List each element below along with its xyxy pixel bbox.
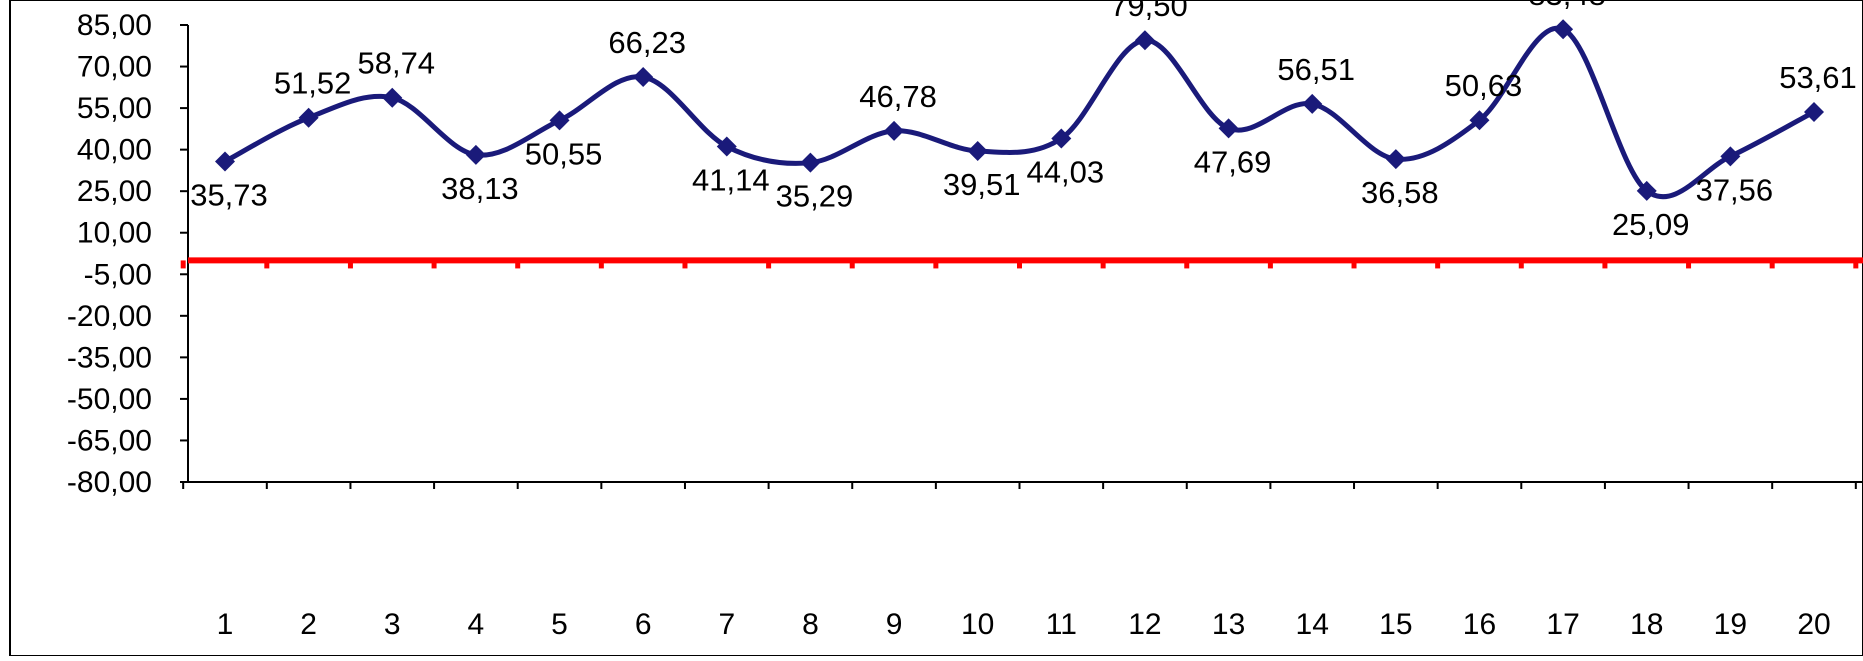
data-label: 66,23 (608, 25, 686, 60)
x-tick-label: 20 (1797, 608, 1830, 641)
data-point-marker (1469, 110, 1490, 131)
chart-title (0, 0, 1863, 6)
x-tick-label: 12 (1128, 608, 1161, 641)
data-label: 50,55 (525, 136, 603, 171)
data-point-marker (1218, 118, 1239, 139)
y-tick-label: -80,00 (67, 466, 152, 499)
data-label: 35,29 (776, 179, 854, 214)
data-label: 38,13 (441, 171, 519, 206)
data-point-marker (1385, 149, 1406, 170)
data-point-marker (884, 120, 905, 141)
y-tick-label: 25,00 (77, 175, 152, 208)
x-tick-label: 3 (384, 608, 401, 641)
data-label: 58,74 (357, 46, 435, 81)
y-tick-label: 10,00 (77, 217, 152, 250)
y-tick-label: 70,00 (77, 51, 152, 84)
data-point-marker (1051, 128, 1072, 149)
data-label: 56,51 (1277, 52, 1355, 87)
data-label: 25,09 (1612, 207, 1690, 242)
data-label: 50,63 (1445, 68, 1523, 103)
y-tick-label: -65,00 (67, 424, 152, 457)
x-tick-label: 7 (718, 608, 735, 641)
x-tick-label: 6 (635, 608, 652, 641)
data-label: 37,56 (1696, 172, 1774, 207)
data-label: 41,14 (692, 162, 770, 197)
data-label: 46,78 (859, 79, 937, 114)
x-tick-label: 8 (802, 608, 819, 641)
data-label: 35,73 (190, 177, 268, 212)
data-point-marker (1134, 30, 1155, 51)
data-label: 44,03 (1027, 154, 1105, 189)
y-tick-label: -20,00 (67, 300, 152, 333)
x-tick-label: 16 (1463, 608, 1496, 641)
x-tick-label: 9 (886, 608, 903, 641)
data-point-marker (1804, 101, 1824, 122)
data-label: 36,58 (1361, 175, 1439, 210)
data-point-marker (800, 152, 821, 173)
x-tick-label: 11 (1046, 608, 1077, 641)
data-point-marker (633, 66, 654, 87)
x-tick-label: 13 (1212, 608, 1245, 641)
x-tick-label: 15 (1379, 608, 1412, 641)
data-point-marker (716, 136, 737, 157)
data-point-marker (215, 151, 235, 172)
x-tick-label: 2 (300, 608, 317, 641)
x-tick-label: 5 (551, 608, 568, 641)
y-tick-label: -5,00 (84, 258, 152, 291)
y-tick-label: -50,00 (67, 383, 152, 416)
x-tick-label: 4 (468, 608, 485, 641)
data-point-marker (1720, 146, 1741, 167)
x-tick-label: 10 (961, 608, 994, 641)
data-point-marker (1636, 180, 1657, 201)
y-tick-label: 55,00 (77, 92, 152, 125)
x-tick-label: 17 (1546, 608, 1579, 641)
data-label: 47,69 (1194, 144, 1272, 179)
data-label: 39,51 (943, 167, 1021, 202)
x-tick-label: 18 (1630, 608, 1663, 641)
data-point-marker (1302, 93, 1323, 114)
data-point-marker (382, 87, 403, 108)
y-tick-label: 40,00 (77, 134, 152, 167)
data-label: 53,61 (1779, 60, 1857, 95)
data-point-marker (549, 110, 570, 131)
data-point-marker (298, 107, 319, 128)
data-label: 79,50 (1110, 0, 1188, 23)
data-point-marker (967, 140, 988, 161)
x-tick-label: 1 (217, 608, 234, 641)
data-label: 51,52 (274, 66, 352, 101)
y-tick-label: 85,00 (77, 9, 152, 42)
x-tick-label: 19 (1714, 608, 1747, 641)
data-label: 83,48 (1528, 0, 1606, 12)
y-tick-label: -35,00 (67, 341, 152, 374)
data-point-marker (465, 144, 486, 165)
data-point-marker (1553, 19, 1574, 40)
x-tick-label: 14 (1296, 608, 1329, 641)
